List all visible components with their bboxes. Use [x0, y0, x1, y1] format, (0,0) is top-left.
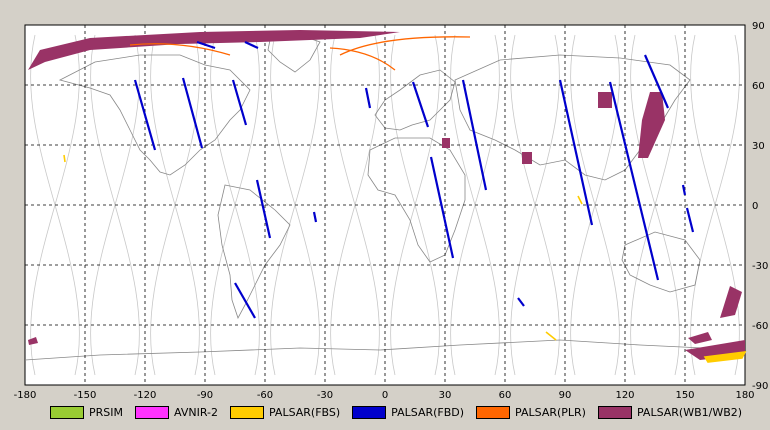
- palsar-wb-himalaya: [598, 92, 612, 108]
- palsar-plr-arc-1: [129, 43, 231, 56]
- y-tick-label: 30: [752, 141, 765, 152]
- legend-item: PALSAR(FBD): [352, 405, 465, 419]
- legend-label: PRSIM: [89, 405, 123, 419]
- x-tick-label: -180: [14, 390, 37, 401]
- legend-swatch: [476, 405, 511, 419]
- fbd-track-17: [517, 297, 525, 307]
- legend-item: PALSAR(FBS): [229, 405, 341, 419]
- palsar-wb-caspian: [442, 138, 450, 148]
- fbd-track-2: [181, 77, 204, 149]
- legend-item: PALSAR(WB1/WB2): [597, 405, 743, 419]
- y-tick-label: -90: [752, 381, 768, 392]
- fbs-antarctic: [703, 351, 747, 363]
- x-tick-label: 90: [559, 390, 572, 401]
- legend-label: AVNIR-2: [174, 405, 218, 419]
- x-tick-label: 0: [382, 390, 388, 401]
- palsar-plr-swaths: [129, 36, 471, 71]
- fbd-track-18: [312, 211, 318, 223]
- legend-swatch: [352, 405, 387, 419]
- legend-swatch: [229, 405, 264, 419]
- coastline-layer: [24, 34, 746, 361]
- x-tick-label: 60: [499, 390, 512, 401]
- y-tick-label: -30: [752, 261, 768, 272]
- x-tick-label: -30: [317, 390, 333, 401]
- x-tick-label: 30: [439, 390, 452, 401]
- palsar-wb-arctic-swath: [28, 30, 400, 70]
- x-tick-label: -120: [134, 390, 157, 401]
- legend-swatch: [50, 405, 84, 419]
- palsar-fbd-swaths: [133, 40, 695, 319]
- legend-swatch: [597, 405, 632, 419]
- fbd-track-3: [231, 79, 248, 126]
- fbd-track-13: [681, 184, 687, 196]
- y-axis-tick-labels: 90 60 30 0 -30 -60 -90: [752, 21, 768, 392]
- x-tick-label: -150: [74, 390, 97, 401]
- fbs-track-2: [545, 331, 557, 341]
- australia-coast: [621, 231, 701, 293]
- fbd-track-4: [255, 179, 272, 239]
- south-america-coast: [217, 184, 291, 320]
- legend-item: PALSAR(PLR): [476, 405, 586, 419]
- fbd-track-14: [685, 207, 695, 233]
- legend-label: PALSAR(PLR): [515, 405, 586, 419]
- legend: PRSIM AVNIR-2 PALSAR(FBS) PALSAR(FBD) PALSAR…: [50, 402, 754, 422]
- legend-label: PALSAR(FBS): [268, 405, 341, 419]
- fbd-track-5: [234, 282, 256, 319]
- legend-label: PALSAR(FBD): [391, 405, 465, 419]
- fbs-track-1: [63, 154, 66, 163]
- palsar-wb-antarctic-1: [688, 332, 712, 344]
- y-tick-label: 90: [752, 21, 765, 32]
- north-america-coast: [58, 54, 251, 176]
- x-tick-label: 180: [735, 390, 754, 401]
- palsar-wb-arabia: [522, 152, 532, 164]
- x-tick-label: 150: [675, 390, 694, 401]
- fbd-track-16: [244, 41, 259, 49]
- legend-label: PALSAR(WB1/WB2): [636, 405, 743, 419]
- legend-item: AVNIR-2: [135, 405, 218, 419]
- grid-lines: [25, 25, 745, 385]
- fbd-track-8: [429, 156, 455, 259]
- fbs-track-3: [577, 195, 583, 205]
- antarctica-coast: [24, 339, 746, 361]
- fbd-track-15: [196, 40, 216, 50]
- legend-item: PRSIM: [50, 405, 123, 419]
- y-tick-label: 60: [752, 81, 765, 92]
- palsar-plr-arc-3: [329, 47, 396, 71]
- palsar-fbs-swaths: [63, 154, 747, 363]
- fbd-track-11: [608, 81, 660, 281]
- x-axis-tick-labels: -180 -150 -120 -90 -60 -30 0 30 60 90 120 150 180: [14, 390, 755, 401]
- y-tick-label: 0: [752, 201, 758, 212]
- fbd-track-6: [364, 87, 372, 109]
- fbd-track-12: [643, 54, 670, 109]
- x-tick-label: -60: [257, 390, 273, 401]
- fbd-track-9: [461, 79, 488, 191]
- fbd-track-7: [411, 81, 430, 128]
- x-tick-label: -90: [197, 390, 213, 401]
- fbd-track-1: [133, 79, 157, 151]
- legend-swatch: [135, 405, 169, 419]
- europe-coast: [374, 69, 456, 131]
- fbd-track-10: [558, 79, 594, 226]
- x-tick-label: 120: [615, 390, 634, 401]
- palsar-wb-japan: [638, 92, 665, 158]
- palsar-wb-west-antarctic: [28, 337, 38, 345]
- palsar-wb-new-zealand: [720, 286, 742, 318]
- y-tick-label: -60: [752, 321, 768, 332]
